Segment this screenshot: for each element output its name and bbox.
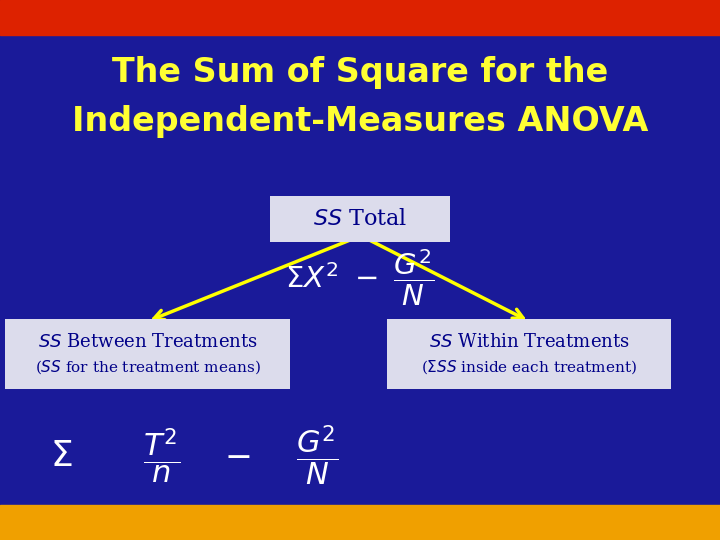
FancyBboxPatch shape — [5, 319, 289, 389]
Text: $\mathit{-}$: $\mathit{-}$ — [225, 440, 251, 472]
Text: $\mathit{\Sigma}$: $\mathit{\Sigma}$ — [50, 440, 73, 473]
Text: $\dfrac{\mathit{T}^2}{\mathit{n}}$: $\dfrac{\mathit{T}^2}{\mathit{n}}$ — [143, 427, 181, 486]
Bar — [0, 505, 720, 540]
Bar — [0, 0, 720, 35]
Text: $\mathit{SS}$ Within Treatments: $\mathit{SS}$ Within Treatments — [429, 333, 629, 351]
Text: $\dfrac{\mathit{G}^2}{\mathit{N}}$: $\dfrac{\mathit{G}^2}{\mathit{N}}$ — [296, 424, 338, 488]
Text: Independent-Measures ANOVA: Independent-Measures ANOVA — [72, 105, 648, 138]
FancyBboxPatch shape — [387, 319, 671, 389]
Text: ($\mathit{\Sigma SS}$ inside each treatment): ($\mathit{\Sigma SS}$ inside each treatm… — [421, 358, 637, 375]
Text: $\mathit{SS}$ Between Treatments: $\mathit{SS}$ Between Treatments — [37, 333, 258, 351]
FancyBboxPatch shape — [270, 195, 450, 241]
Text: ($\mathit{SS}$ for the treatment means): ($\mathit{SS}$ for the treatment means) — [35, 358, 261, 375]
Text: $\mathit{\Sigma X^2}\ -\ \dfrac{\mathit{G}^2}{\mathit{N}}$: $\mathit{\Sigma X^2}\ -\ \dfrac{\mathit{… — [285, 248, 435, 308]
Text: $\mathit{SS}$ Total: $\mathit{SS}$ Total — [313, 208, 407, 230]
Text: The Sum of Square for the: The Sum of Square for the — [112, 56, 608, 90]
